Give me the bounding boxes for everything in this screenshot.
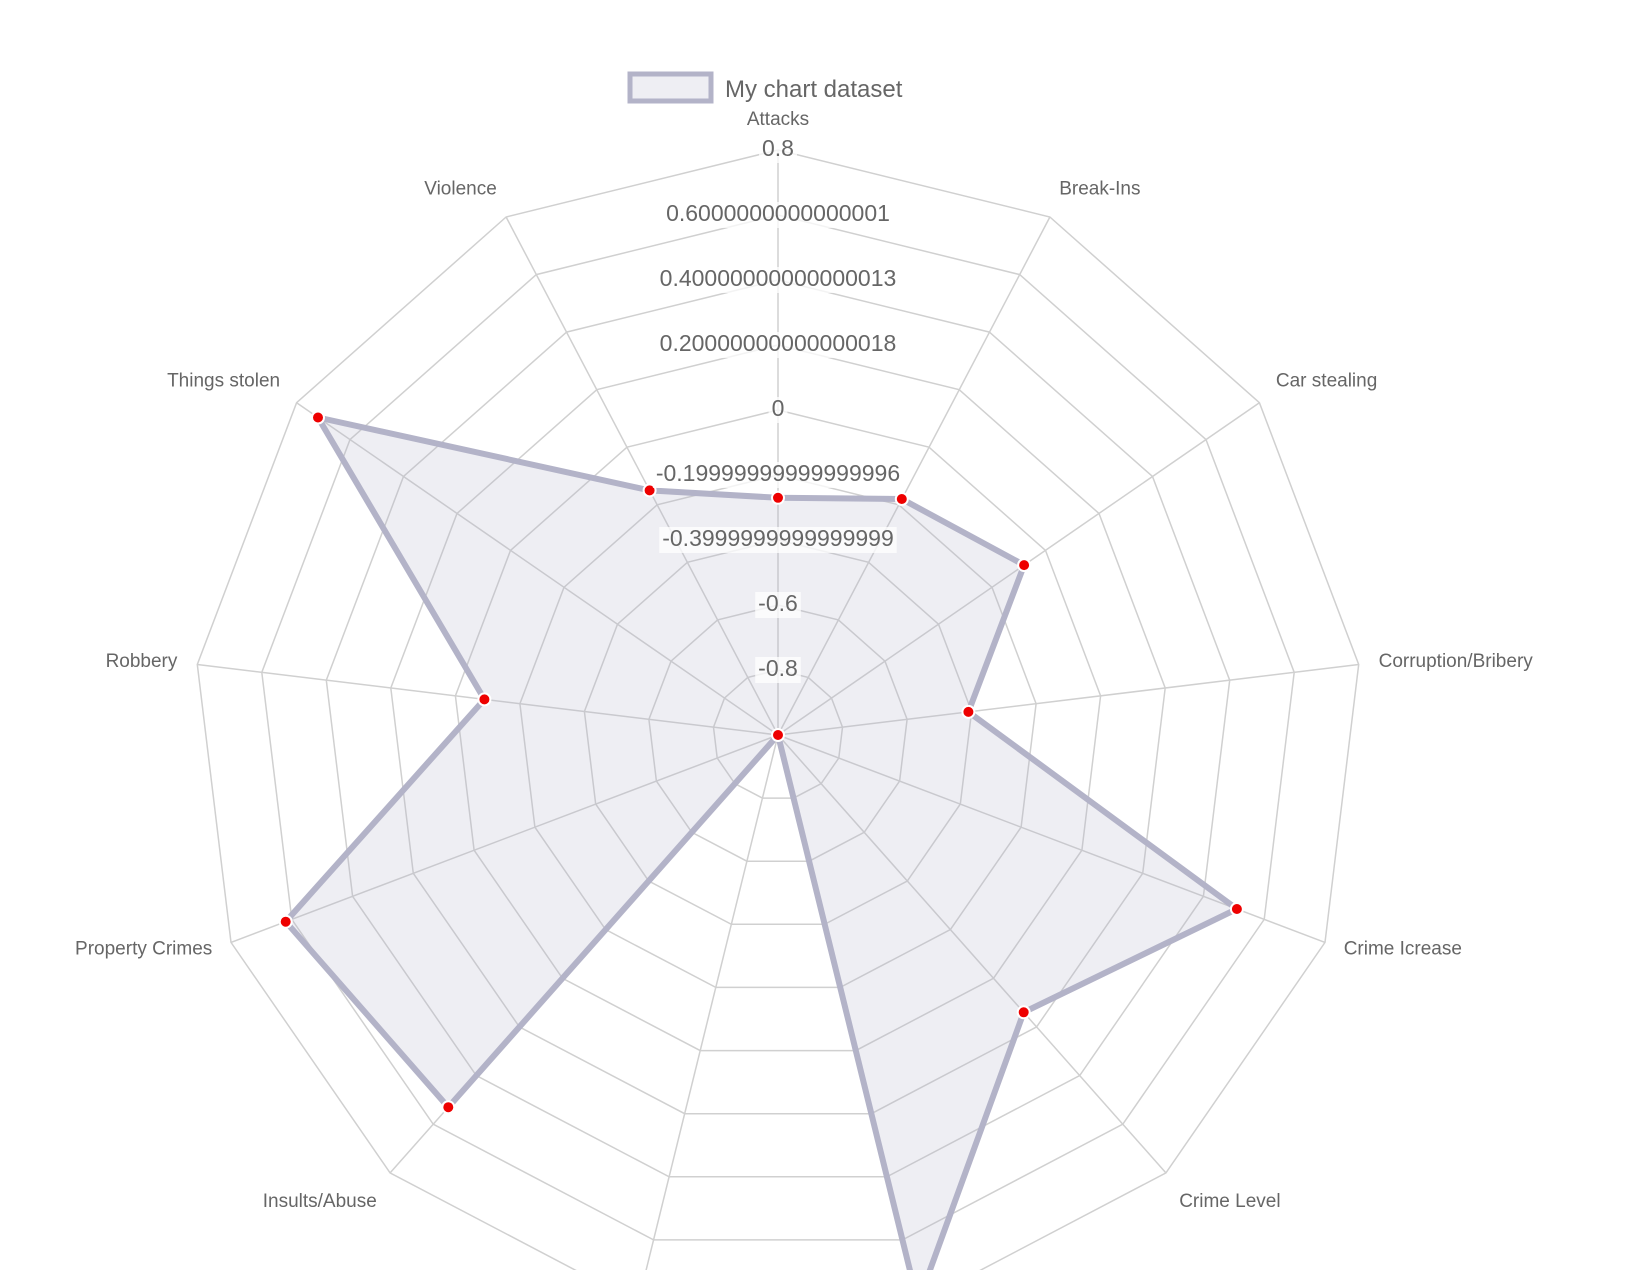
tick-backdrop: [656, 332, 900, 358]
tick-label: -0.6: [758, 590, 798, 616]
tick-backdrop: [768, 397, 788, 423]
radar-grid: [196, 149, 1360, 1270]
point-label: Car stealing: [1276, 370, 1377, 391]
data-point[interactable]: [1016, 1005, 1031, 1020]
data-point[interactable]: [771, 490, 785, 505]
point-label: Break-Ins: [1059, 178, 1140, 199]
data-point[interactable]: [477, 692, 492, 707]
grid-ring: [583, 539, 973, 926]
point-label: Corruption/Bribery: [1379, 651, 1534, 672]
grid-ring: [261, 214, 1295, 1241]
data-point[interactable]: [771, 728, 785, 742]
tick-label: 0: [772, 395, 785, 421]
legend-label[interactable]: My chart dataset: [725, 76, 903, 103]
data-point[interactable]: [311, 410, 325, 425]
angle-line: [777, 734, 1167, 1174]
point-label: Property Crimes: [75, 939, 212, 960]
tick-backdrop: [759, 137, 797, 163]
angle-line: [296, 402, 779, 736]
legend-swatch[interactable]: [627, 71, 714, 104]
series-area: [281, 413, 1243, 1270]
radial-ticks: -0.8 -0.6 -0.3999999999999999 -0.1999999999…: [652, 135, 904, 683]
tick-label: -0.19999999999999996: [656, 460, 900, 486]
data-point[interactable]: [642, 483, 657, 498]
grid-ring: [712, 669, 844, 799]
angle-line: [777, 216, 1051, 736]
tick-backdrop: [663, 202, 893, 228]
angle-line: [645, 734, 779, 1270]
legend[interactable]: My chart dataset: [627, 71, 903, 104]
tick-backdrop: [755, 657, 801, 683]
point-label: Robbery: [106, 651, 178, 672]
point-label: Insults/Abuse: [263, 1191, 377, 1212]
tick-backdrop: [755, 592, 801, 618]
point-label: Crime Level: [1179, 1191, 1280, 1212]
point-label: Attacks: [747, 109, 809, 130]
grid-ring: [325, 279, 1231, 1178]
tick-backdrop: [656, 267, 900, 293]
tick-backdrop: [652, 462, 904, 488]
tick-label: -0.3999999999999999: [662, 525, 894, 551]
tick-backdrop: [659, 527, 897, 553]
grid-ring: [519, 474, 1037, 989]
grid-ring: [390, 344, 1166, 1115]
angle-line: [777, 663, 1359, 736]
tick-label: 0.40000000000000013: [660, 265, 897, 291]
data-point[interactable]: [441, 1100, 456, 1115]
grid-ring: [454, 409, 1102, 1052]
point-label: Crime Icrease: [1344, 939, 1462, 960]
data-point[interactable]: [278, 914, 293, 929]
grid-ring: [196, 149, 1360, 1270]
angle-line: [505, 216, 779, 736]
tick-label: 0.20000000000000018: [660, 330, 897, 356]
tick-label: 0.8: [762, 135, 794, 161]
point-label: Violence: [424, 178, 497, 199]
tick-label: -0.8: [758, 655, 798, 681]
data-point[interactable]: [1017, 558, 1032, 573]
data-point[interactable]: [1229, 902, 1244, 916]
tick-label: 0.6000000000000001: [666, 200, 890, 226]
grid-ring: [648, 604, 908, 862]
angle-line: [230, 734, 779, 944]
point-labels: Attacks Break-Ins Car stealing Corruption/B…: [75, 109, 1533, 1212]
data-point[interactable]: [894, 492, 909, 506]
data-point[interactable]: [961, 704, 976, 719]
point-label: Things stolen: [167, 370, 280, 391]
data-series: [278, 410, 1244, 1270]
